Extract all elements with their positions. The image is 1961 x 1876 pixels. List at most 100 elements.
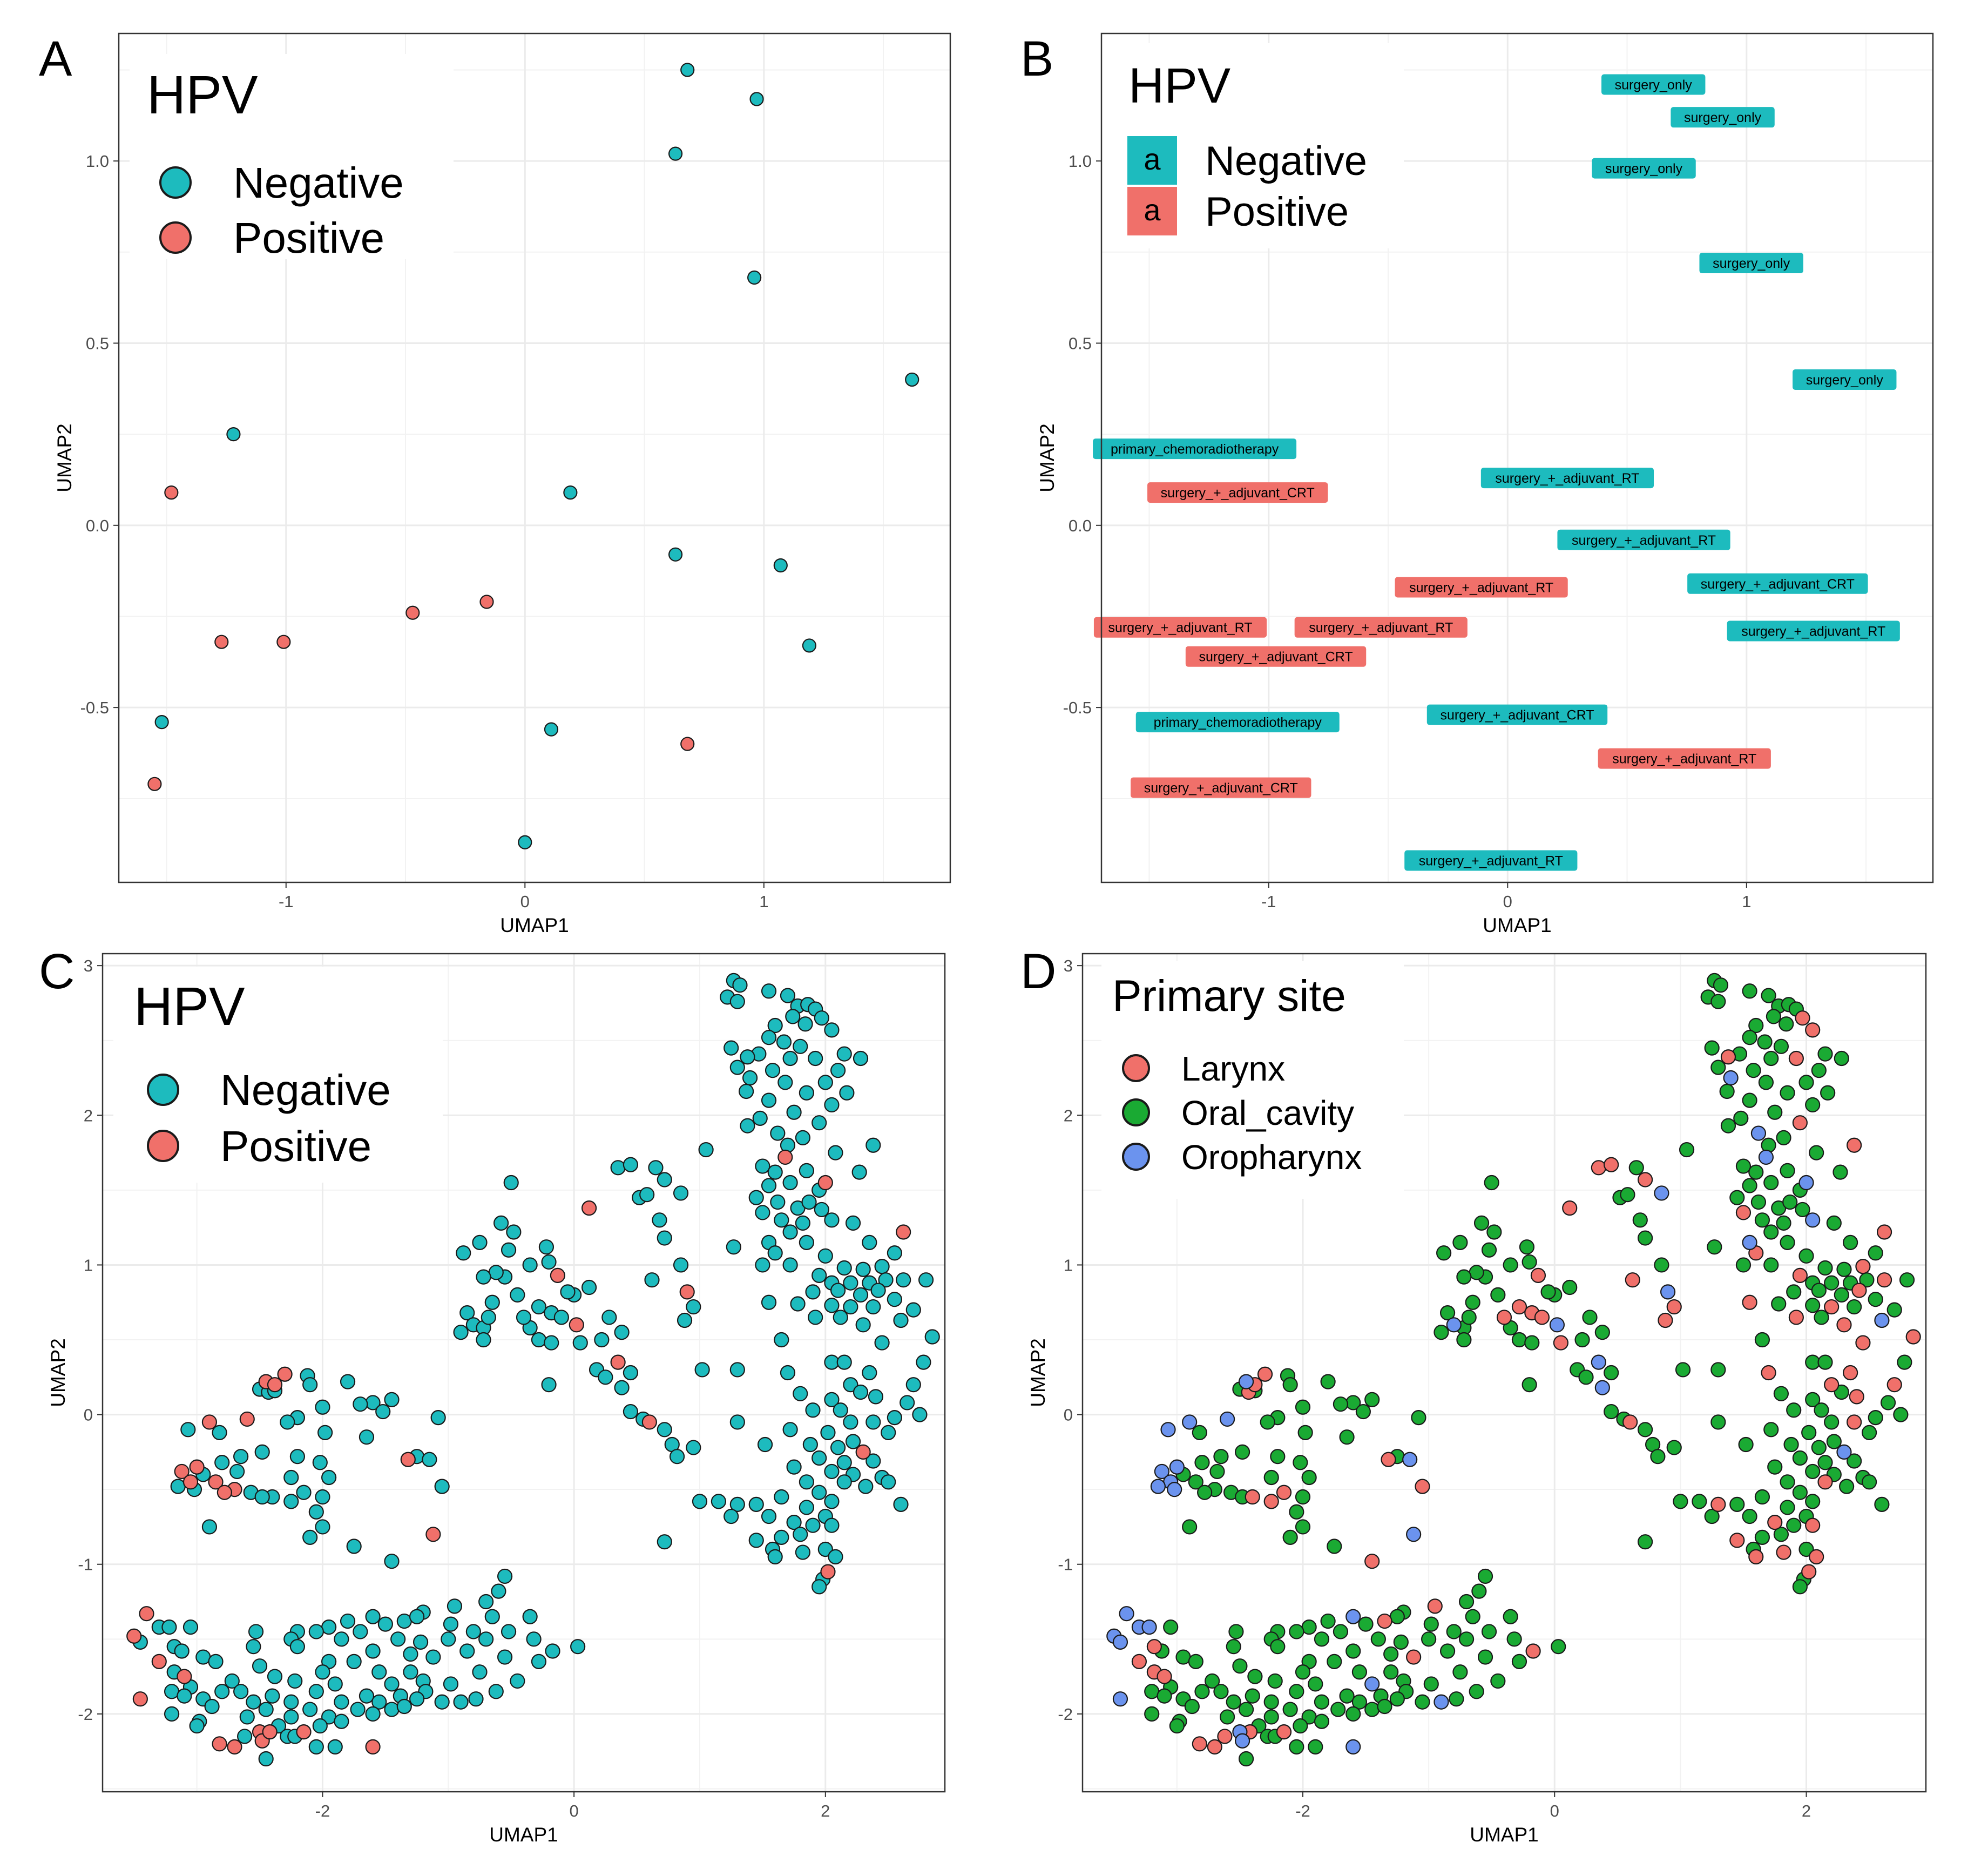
point-oral-cavity bbox=[1826, 1434, 1842, 1449]
point-oral-cavity bbox=[1713, 977, 1729, 993]
point-larynx bbox=[1849, 1389, 1864, 1405]
point-positive bbox=[132, 1691, 148, 1707]
point-positive bbox=[139, 1606, 154, 1622]
point-positive bbox=[777, 1149, 793, 1165]
point-oral-cavity bbox=[1729, 1496, 1745, 1512]
point-oral-cavity bbox=[1301, 1619, 1317, 1635]
point-negative bbox=[865, 1137, 881, 1153]
point-negative bbox=[790, 1296, 806, 1312]
treatment-label-text: surgery_+_adjuvant_RT bbox=[1309, 620, 1453, 636]
point-negative bbox=[767, 1245, 783, 1261]
point-oral-cavity bbox=[1733, 1110, 1749, 1126]
point-oral-cavity bbox=[1234, 1444, 1250, 1460]
point-oral-cavity bbox=[1780, 1163, 1795, 1178]
treatment-label-box bbox=[1793, 369, 1897, 390]
point-larynx bbox=[1836, 1317, 1852, 1333]
point-oral-cavity bbox=[1786, 1517, 1802, 1533]
panel-letter-c: C bbox=[39, 944, 75, 999]
point-negative bbox=[296, 1484, 312, 1500]
point-negative bbox=[189, 1718, 205, 1734]
point-oral-cavity bbox=[1351, 1664, 1367, 1680]
treatment-label: surgery_+_adjuvant_CRT bbox=[1147, 482, 1328, 503]
point-negative bbox=[229, 1463, 245, 1480]
point-oral-cavity bbox=[1295, 1399, 1311, 1415]
point-negative bbox=[812, 1579, 827, 1595]
point-negative bbox=[799, 1085, 814, 1101]
point-negative bbox=[680, 63, 695, 77]
point-oral-cavity bbox=[1638, 1230, 1653, 1246]
point-larynx bbox=[1666, 1299, 1682, 1315]
point-larynx bbox=[1276, 1484, 1292, 1500]
point-oral-cavity bbox=[1834, 1384, 1849, 1400]
point-oral-cavity bbox=[1754, 1529, 1770, 1545]
point-negative bbox=[694, 1362, 710, 1378]
point-negative bbox=[359, 1429, 375, 1445]
point-oral-cavity bbox=[1780, 1500, 1795, 1515]
point-oral-cavity bbox=[1742, 1508, 1757, 1524]
point-oral-cavity bbox=[1673, 1494, 1688, 1509]
point-negative bbox=[808, 1310, 823, 1325]
point-positive bbox=[126, 1628, 142, 1644]
legend-background bbox=[1101, 961, 1404, 1199]
point-larynx bbox=[1157, 1669, 1172, 1684]
point-negative bbox=[258, 1702, 274, 1717]
point-oral-cavity bbox=[1809, 1145, 1824, 1160]
treatment-label-text: surgery_only bbox=[1806, 373, 1884, 388]
point-oral-cavity bbox=[1817, 1046, 1833, 1062]
point-oral-cavity bbox=[1628, 1160, 1644, 1176]
point-oral-cavity bbox=[1786, 1284, 1802, 1300]
point-oral-cavity bbox=[1327, 1654, 1342, 1669]
point-negative bbox=[802, 1436, 818, 1453]
point-negative bbox=[761, 1294, 777, 1310]
point-negative bbox=[510, 1673, 525, 1689]
treatment-label: surgery_only bbox=[1592, 158, 1696, 179]
x-axis-title: UMAP1 bbox=[1470, 1824, 1538, 1846]
point-oral-cavity bbox=[1868, 1245, 1883, 1261]
point-negative bbox=[340, 1613, 356, 1629]
treatment-label-box bbox=[1294, 617, 1468, 638]
point-negative bbox=[805, 1284, 821, 1300]
point-oral-cavity bbox=[1330, 1702, 1346, 1717]
point-negative bbox=[560, 1284, 576, 1300]
point-positive bbox=[610, 1354, 626, 1370]
treatment-label: primary_chemoradiotherapy bbox=[1093, 438, 1297, 460]
point-oral-cavity bbox=[1773, 1527, 1789, 1542]
point-larynx bbox=[1735, 1205, 1752, 1220]
point-negative bbox=[833, 1402, 848, 1418]
point-oral-cavity bbox=[1213, 1449, 1229, 1465]
point-oral-cavity bbox=[1792, 1579, 1808, 1595]
point-negative bbox=[594, 1332, 610, 1348]
point-positive bbox=[239, 1411, 255, 1427]
point-oral-cavity bbox=[1452, 1234, 1468, 1250]
point-negative bbox=[497, 1568, 513, 1584]
point-negative bbox=[377, 1616, 393, 1632]
point-positive bbox=[855, 1444, 871, 1460]
point-negative bbox=[553, 1310, 569, 1325]
point-negative bbox=[459, 1643, 475, 1659]
point-negative bbox=[740, 1118, 755, 1133]
y-axis-title: UMAP2 bbox=[53, 423, 76, 492]
treatment-label-text: primary_chemoradiotherapy bbox=[1154, 715, 1322, 730]
legend-title: HPV bbox=[134, 976, 245, 1037]
point-negative bbox=[770, 1125, 786, 1141]
point-negative bbox=[538, 1239, 555, 1255]
point-negative bbox=[570, 1639, 586, 1655]
point-oral-cavity bbox=[1754, 1212, 1770, 1228]
point-negative bbox=[226, 427, 241, 442]
point-negative bbox=[456, 1245, 471, 1261]
point-oral-cavity bbox=[1358, 1616, 1374, 1632]
treatment-label-text: surgery_+_adjuvant_RT bbox=[1572, 533, 1716, 548]
point-negative bbox=[478, 1594, 494, 1610]
point-oral-cavity bbox=[1182, 1519, 1198, 1535]
point-oral-cavity bbox=[1289, 1624, 1304, 1639]
y-axis-title: UMAP2 bbox=[1027, 1338, 1049, 1407]
point-oral-cavity bbox=[1654, 1257, 1669, 1273]
point-negative bbox=[371, 1664, 387, 1680]
point-negative bbox=[459, 1305, 475, 1321]
point-negative bbox=[623, 1157, 639, 1172]
point-negative bbox=[782, 1422, 798, 1438]
point-oral-cavity bbox=[1247, 1669, 1263, 1684]
point-negative bbox=[905, 372, 919, 387]
point-negative bbox=[853, 1050, 869, 1067]
point-positive bbox=[262, 1724, 278, 1740]
